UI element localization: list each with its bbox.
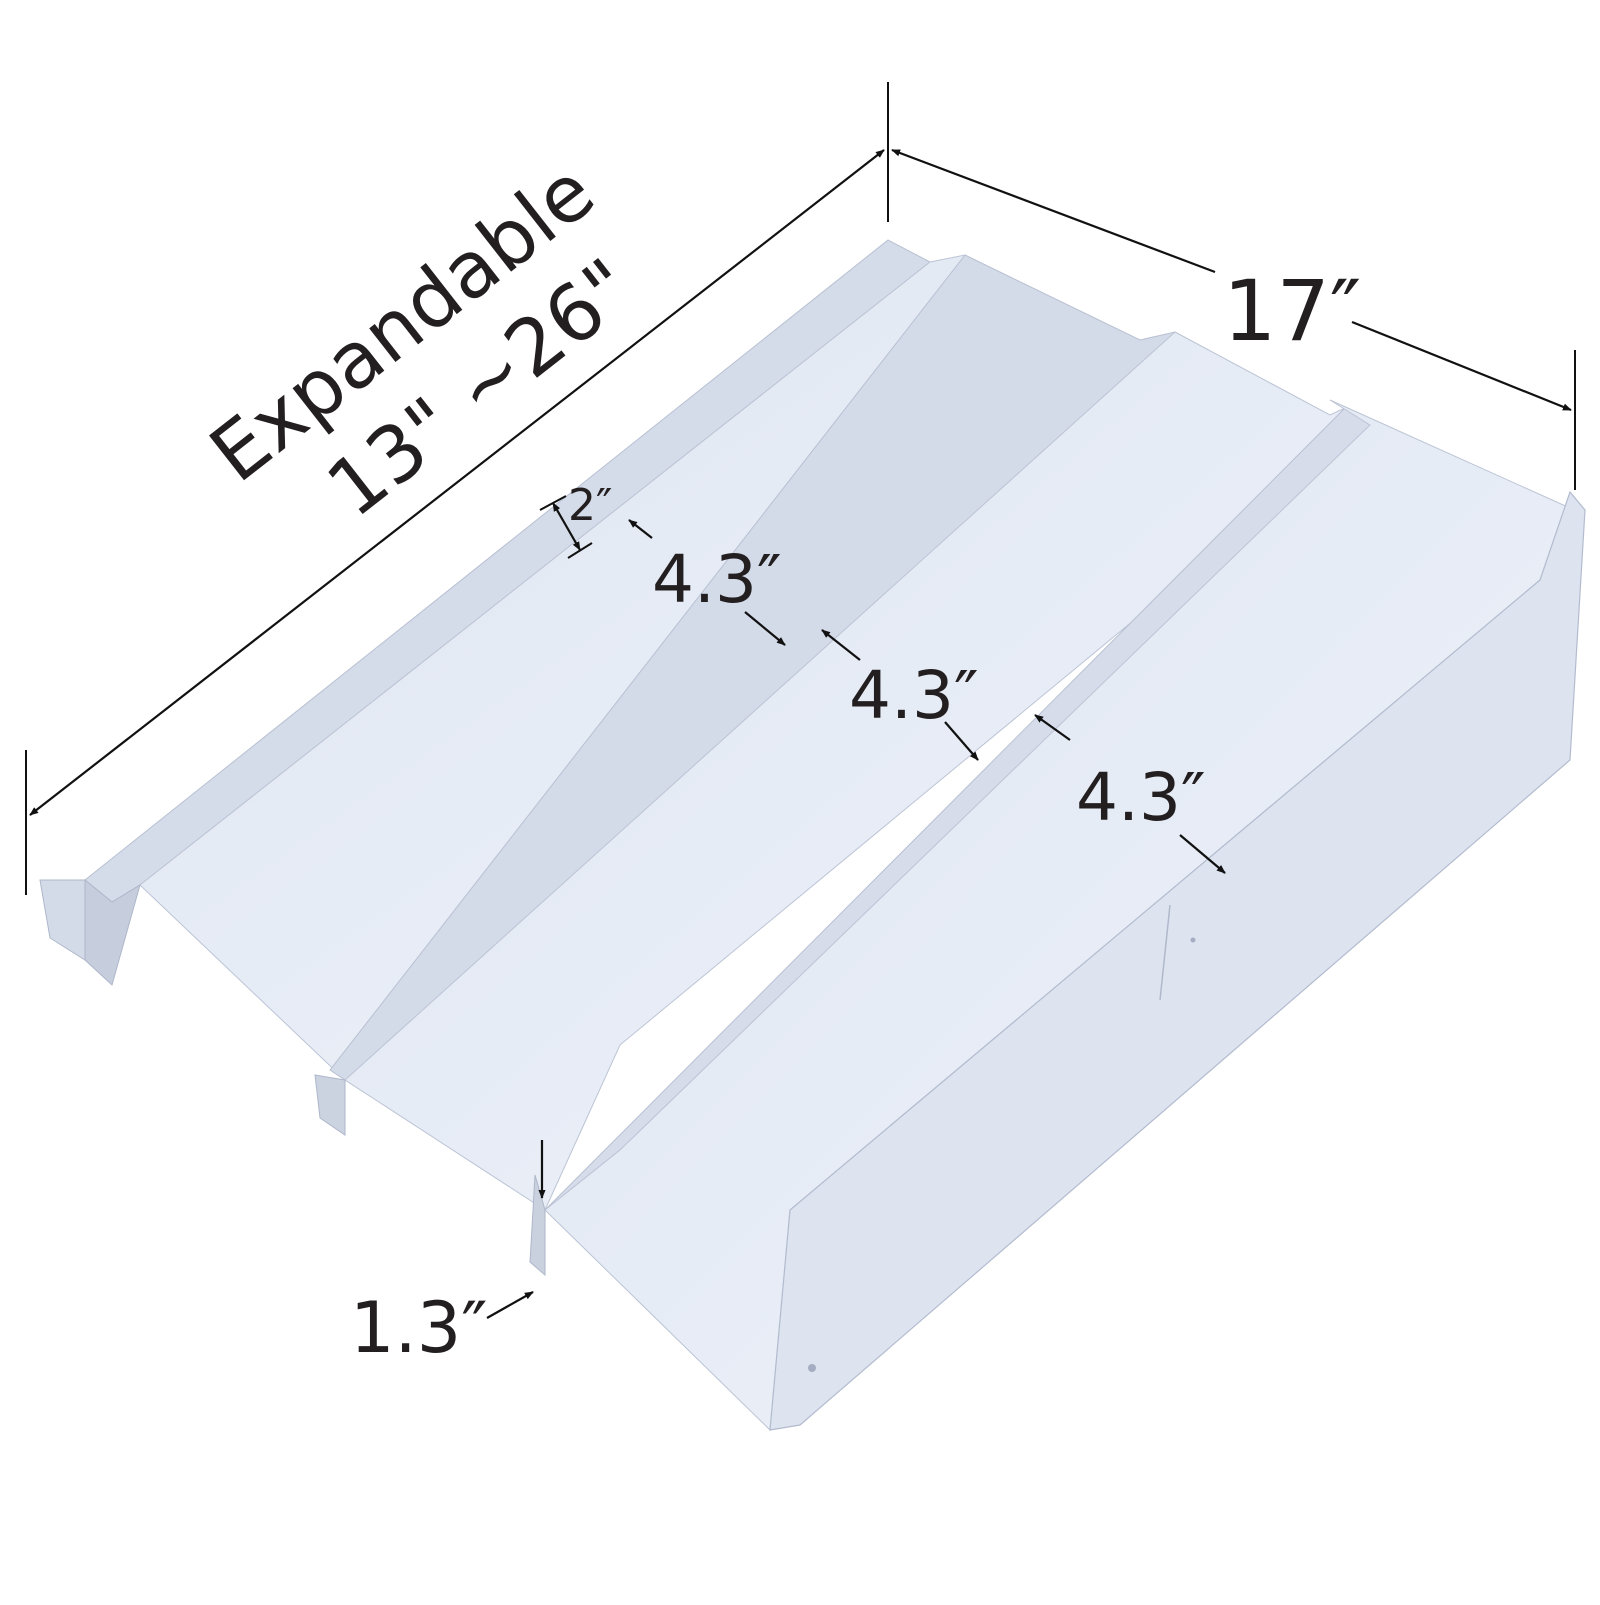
mount-hole bbox=[1190, 937, 1196, 943]
expansion-seam bbox=[1159, 904, 1171, 1001]
width-dimension-line-2 bbox=[1351, 320, 1572, 412]
slot-a-label: 4.3″ bbox=[652, 541, 782, 618]
width-dimension-line-1 bbox=[891, 148, 1216, 274]
slot-a-dimension-1 bbox=[628, 519, 653, 539]
dimension-lines bbox=[25, 82, 1576, 1319]
front-lip bbox=[769, 490, 1586, 1431]
slot-a-dimension-2 bbox=[744, 611, 786, 646]
tier-1-left-end bbox=[39, 879, 86, 961]
slot-2-label: 2″ bbox=[568, 480, 612, 531]
slot-b-label: 4.3″ bbox=[849, 657, 979, 734]
width-label: 17″ bbox=[1223, 262, 1361, 360]
tier-2-left-end bbox=[314, 1074, 346, 1136]
slot-b-dimension-2 bbox=[944, 721, 979, 761]
slot-2-dimension bbox=[552, 502, 581, 551]
slot-c-label: 4.3″ bbox=[1076, 759, 1206, 836]
slot-c-dimension-2 bbox=[1179, 834, 1226, 874]
slot-2-tick bbox=[539, 495, 567, 511]
slot-2-tick bbox=[567, 542, 593, 559]
length-dimension-line bbox=[29, 149, 885, 816]
mount-hole bbox=[808, 1364, 816, 1372]
slot-c-dimension-1 bbox=[1034, 714, 1071, 741]
slot-b-dimension-1 bbox=[821, 629, 861, 661]
lip-height-arrow-bottom bbox=[486, 1291, 534, 1319]
lip-height-label: 1.3″ bbox=[350, 1287, 487, 1369]
